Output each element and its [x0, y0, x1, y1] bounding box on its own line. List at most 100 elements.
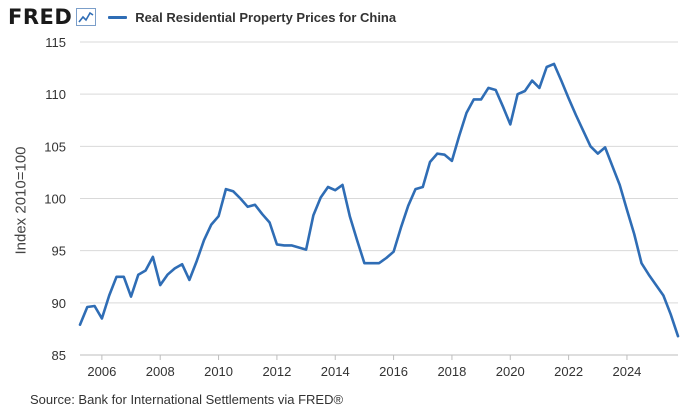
data-point[interactable]: [150, 254, 156, 260]
data-point[interactable]: [230, 188, 236, 194]
data-point[interactable]: [383, 255, 389, 261]
data-point[interactable]: [507, 121, 513, 127]
data-point[interactable]: [332, 187, 338, 193]
data-point[interactable]: [536, 85, 542, 91]
data-point[interactable]: [405, 203, 411, 209]
data-point[interactable]: [128, 294, 134, 300]
x-tick-label: 2022: [554, 364, 583, 379]
data-point[interactable]: [208, 222, 214, 228]
data-point[interactable]: [318, 194, 324, 200]
data-point[interactable]: [668, 311, 674, 317]
data-point[interactable]: [99, 315, 105, 321]
trend-chart-icon: [76, 8, 97, 26]
data-point[interactable]: [412, 186, 418, 192]
data-point[interactable]: [551, 61, 557, 67]
y-tick-label: 85: [52, 348, 66, 363]
data-point[interactable]: [522, 88, 528, 94]
data-point[interactable]: [106, 293, 112, 299]
data-point[interactable]: [493, 87, 499, 93]
data-point[interactable]: [77, 322, 83, 328]
data-point[interactable]: [340, 182, 346, 188]
data-point[interactable]: [442, 152, 448, 158]
data-point[interactable]: [92, 303, 98, 309]
data-point[interactable]: [573, 112, 579, 118]
data-point[interactable]: [376, 260, 382, 266]
data-point[interactable]: [252, 202, 258, 208]
data-point[interactable]: [135, 272, 141, 278]
data-point[interactable]: [354, 237, 360, 243]
data-point[interactable]: [223, 186, 229, 192]
data-point[interactable]: [485, 85, 491, 91]
data-point[interactable]: [398, 225, 404, 231]
legend-label[interactable]: Real Residential Property Prices for Chi…: [135, 9, 397, 25]
data-point[interactable]: [449, 158, 455, 164]
y-tick-label: 115: [45, 35, 66, 50]
data-point[interactable]: [544, 64, 550, 70]
data-point[interactable]: [558, 78, 564, 84]
data-point[interactable]: [347, 213, 353, 219]
data-point[interactable]: [237, 196, 243, 202]
data-point[interactable]: [478, 96, 484, 102]
chart-legend: Real Residential Property Prices for Chi…: [108, 10, 396, 25]
fred-logo[interactable]: FRED: [8, 5, 73, 29]
data-point[interactable]: [172, 265, 178, 271]
data-point[interactable]: [281, 242, 287, 248]
data-point[interactable]: [179, 261, 185, 267]
data-point[interactable]: [143, 267, 149, 273]
data-point[interactable]: [653, 282, 659, 288]
data-point[interactable]: [259, 211, 265, 217]
data-point[interactable]: [529, 78, 535, 84]
data-point[interactable]: [675, 333, 681, 339]
data-point[interactable]: [201, 237, 207, 243]
data-point[interactable]: [660, 293, 666, 299]
data-point[interactable]: [369, 260, 375, 266]
data-point[interactable]: [325, 184, 331, 190]
data-point[interactable]: [157, 282, 163, 288]
data-point[interactable]: [566, 95, 572, 101]
data-point[interactable]: [245, 204, 251, 210]
data-point[interactable]: [580, 128, 586, 134]
data-point[interactable]: [113, 274, 119, 280]
data-point[interactable]: [515, 91, 521, 97]
y-tick-label: 105: [44, 139, 66, 154]
data-point[interactable]: [471, 96, 477, 102]
x-tick-label: 2020: [496, 364, 525, 379]
data-point[interactable]: [391, 249, 397, 255]
data-point[interactable]: [464, 110, 470, 116]
data-point[interactable]: [288, 242, 294, 248]
data-point[interactable]: [587, 143, 593, 149]
data-point[interactable]: [186, 277, 192, 283]
data-point[interactable]: [646, 272, 652, 278]
data-point[interactable]: [194, 258, 200, 264]
data-point[interactable]: [602, 144, 608, 150]
x-tick-label: 2010: [204, 364, 233, 379]
gridlines: [80, 41, 678, 356]
data-point[interactable]: [361, 260, 367, 266]
data-point[interactable]: [456, 133, 462, 139]
data-point[interactable]: [427, 159, 433, 165]
x-tick-label: 2006: [87, 364, 116, 379]
data-point[interactable]: [639, 260, 645, 266]
data-point[interactable]: [434, 151, 440, 157]
series-line-0[interactable]: [78, 62, 680, 338]
data-point[interactable]: [216, 213, 222, 219]
x-tick-label: 2016: [379, 364, 408, 379]
source-note: Source: Bank for International Settlemen…: [30, 392, 344, 407]
data-point[interactable]: [617, 182, 623, 188]
data-point[interactable]: [121, 274, 127, 280]
data-point[interactable]: [631, 231, 637, 237]
data-point[interactable]: [274, 241, 280, 247]
data-point[interactable]: [267, 219, 273, 225]
data-point[interactable]: [624, 207, 630, 213]
data-point[interactable]: [296, 245, 302, 251]
chart-header: FRED Real Residential Property Prices fo…: [8, 4, 396, 30]
data-point[interactable]: [500, 104, 506, 110]
data-point[interactable]: [303, 247, 309, 253]
data-point[interactable]: [420, 184, 426, 190]
data-point[interactable]: [165, 272, 171, 278]
data-point[interactable]: [595, 151, 601, 157]
data-point[interactable]: [310, 212, 316, 218]
data-point[interactable]: [609, 163, 615, 169]
data-point[interactable]: [84, 304, 90, 310]
